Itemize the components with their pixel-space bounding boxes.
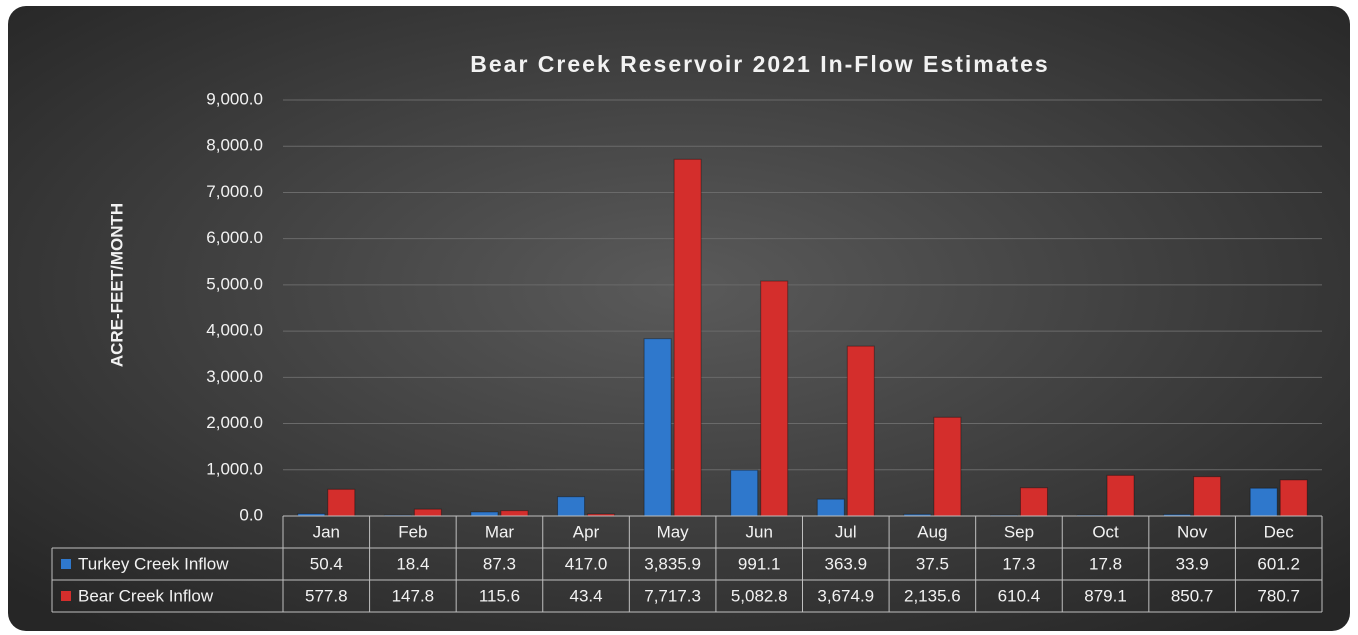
- y-tick-label: 3,000.0: [206, 367, 263, 386]
- chart-title: Bear Creek Reservoir 2021 In-Flow Estima…: [470, 51, 1049, 77]
- table-value: 37.5: [916, 554, 949, 573]
- bar: [1193, 476, 1222, 517]
- x-tick-label: Jun: [745, 522, 772, 541]
- bar: [327, 488, 356, 517]
- bar: [470, 511, 499, 517]
- bar: [557, 496, 586, 517]
- table-value: 2,135.6: [904, 586, 961, 605]
- table-value: 50.4: [310, 554, 343, 573]
- y-tick-label: 2,000.0: [206, 413, 263, 432]
- table-value: 3,835.9: [644, 554, 701, 573]
- legend-label: Bear Creek Inflow: [78, 586, 214, 605]
- table-value: 991.1: [738, 554, 781, 573]
- table-value: 601.2: [1257, 554, 1300, 573]
- bar: [816, 498, 845, 517]
- y-tick-label: 4,000.0: [206, 321, 263, 340]
- x-tick-label: Nov: [1177, 522, 1208, 541]
- table-value: 363.9: [825, 554, 868, 573]
- bar: [1019, 487, 1048, 517]
- bar: [413, 508, 442, 517]
- table-value: 33.9: [1176, 554, 1209, 573]
- y-tick-label: 8,000.0: [206, 136, 263, 155]
- bar: [1106, 474, 1135, 517]
- legend-swatch: [61, 591, 71, 601]
- bar: [846, 345, 875, 517]
- bar: [1279, 479, 1308, 517]
- legend-swatch: [61, 559, 71, 569]
- table-value: 18.4: [396, 554, 429, 573]
- x-tick-label: Jan: [313, 522, 340, 541]
- bar: [500, 510, 529, 517]
- x-tick-label: Jul: [835, 522, 857, 541]
- y-tick-label: 0.0: [239, 505, 263, 524]
- table-value: 417.0: [565, 554, 608, 573]
- x-tick-label: Oct: [1092, 522, 1119, 541]
- table-value: 17.3: [1002, 554, 1035, 573]
- x-tick-label: Apr: [573, 522, 600, 541]
- y-tick-label: 9,000.0: [206, 89, 263, 108]
- table-value: 780.7: [1257, 586, 1300, 605]
- x-tick-label: Dec: [1264, 522, 1295, 541]
- table-value: 115.6: [479, 586, 520, 605]
- bar: [643, 338, 672, 517]
- bar: [673, 158, 702, 517]
- y-tick-label: 1,000.0: [206, 459, 263, 478]
- table-value: 5,082.8: [731, 586, 788, 605]
- x-tick-label: Sep: [1004, 522, 1034, 541]
- x-tick-label: Feb: [398, 522, 427, 541]
- x-tick-label: Aug: [917, 522, 947, 541]
- bar: [730, 469, 759, 517]
- table-value: 17.8: [1089, 554, 1122, 573]
- table-value: 43.4: [569, 586, 602, 605]
- table-value: 577.8: [305, 586, 348, 605]
- table-value: 87.3: [483, 554, 516, 573]
- y-tick-label: 6,000.0: [206, 228, 263, 247]
- table-value: 3,674.9: [817, 586, 874, 605]
- x-tick-label: May: [657, 522, 690, 541]
- legend-label: Turkey Creek Inflow: [78, 554, 229, 573]
- y-axis-label: ACRE-FEET/MONTH: [107, 203, 126, 367]
- table-value: 147.8: [392, 586, 435, 605]
- table-value: 610.4: [998, 586, 1041, 605]
- table-value: 850.7: [1171, 586, 1214, 605]
- y-tick-label: 5,000.0: [206, 274, 263, 293]
- bar: [760, 280, 789, 517]
- bar: [1249, 487, 1278, 517]
- table-value: 7,717.3: [644, 586, 701, 605]
- y-tick-label: 7,000.0: [206, 182, 263, 201]
- bar: [933, 416, 962, 517]
- x-tick-label: Mar: [485, 522, 515, 541]
- table-value: 879.1: [1084, 586, 1127, 605]
